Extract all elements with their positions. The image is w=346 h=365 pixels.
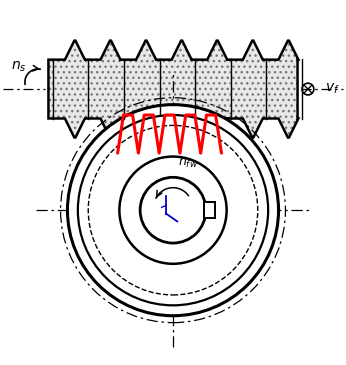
Circle shape (119, 157, 227, 264)
Text: $n_{fw}$: $n_{fw}$ (178, 157, 198, 170)
Circle shape (67, 105, 279, 316)
Polygon shape (48, 41, 298, 138)
Text: $n_s$: $n_s$ (11, 59, 27, 73)
Circle shape (140, 177, 206, 243)
Circle shape (78, 115, 268, 306)
Bar (204, 202, 215, 219)
Text: $v_f$: $v_f$ (325, 82, 340, 96)
